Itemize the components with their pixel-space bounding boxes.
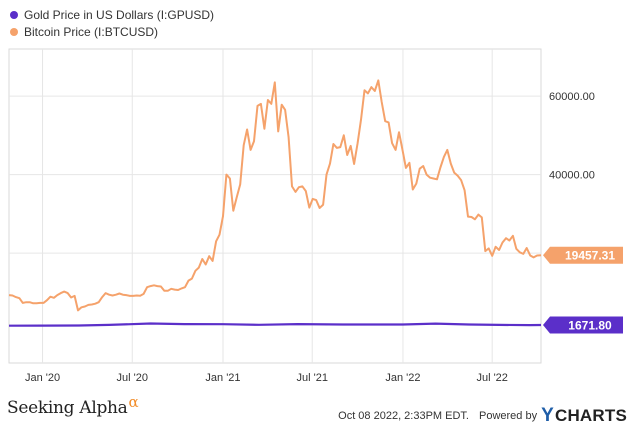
seeking-alpha-wordmark: Seeking Alpha: [7, 398, 128, 418]
chart-footer: Oct 08 2022, 2:33PM EDT. Powered by Y CH…: [338, 405, 627, 427]
chart-legend: Gold Price in US Dollars (I:GPUSD) Bitco…: [10, 6, 214, 40]
ycharts-logo[interactable]: Y CHARTS: [541, 405, 627, 427]
legend-swatch-gold: [10, 10, 18, 19]
ycharts-y-icon: Y: [541, 405, 554, 426]
y-tick-label: 60000.00: [549, 91, 595, 103]
gold-last-value-flag: [543, 316, 623, 334]
legend-label-bitcoin: Bitcoin Price (I:BTCUSD): [24, 24, 159, 39]
powered-by-label: Powered by: [479, 410, 538, 422]
legend-item-gold[interactable]: Gold Price in US Dollars (I:GPUSD): [10, 6, 214, 23]
x-tick-label: Jan '20: [25, 372, 60, 384]
x-tick-label: Jul '20: [117, 372, 148, 384]
bitcoin-last-value-flag: [543, 246, 623, 264]
alpha-icon: α: [128, 393, 139, 411]
gold-last-value-label: 1671.80: [568, 319, 612, 333]
legend-label-gold: Gold Price in US Dollars (I:GPUSD): [24, 7, 215, 22]
bitcoin-last-value-label: 19457.31: [565, 249, 615, 263]
x-tick-label: Jan '22: [385, 372, 420, 384]
x-tick-label: Jan '21: [205, 372, 240, 384]
ycharts-wordmark: CHARTS: [554, 406, 627, 425]
x-tick-label: Jul '22: [476, 372, 507, 384]
plot-frame: [8, 48, 542, 364]
x-tick-label: Jul '21: [296, 372, 327, 384]
legend-item-bitcoin[interactable]: Bitcoin Price (I:BTCUSD): [10, 23, 214, 40]
gold-series-line: [8, 322, 542, 327]
bitcoin-series-line: [8, 79, 542, 312]
seeking-alpha-logo: Seeking Alpha α: [7, 393, 139, 418]
legend-swatch-bitcoin: [10, 27, 18, 36]
y-tick-label: 40000.00: [549, 170, 595, 182]
chart-timestamp: Oct 08 2022, 2:33PM EDT.: [338, 410, 469, 422]
